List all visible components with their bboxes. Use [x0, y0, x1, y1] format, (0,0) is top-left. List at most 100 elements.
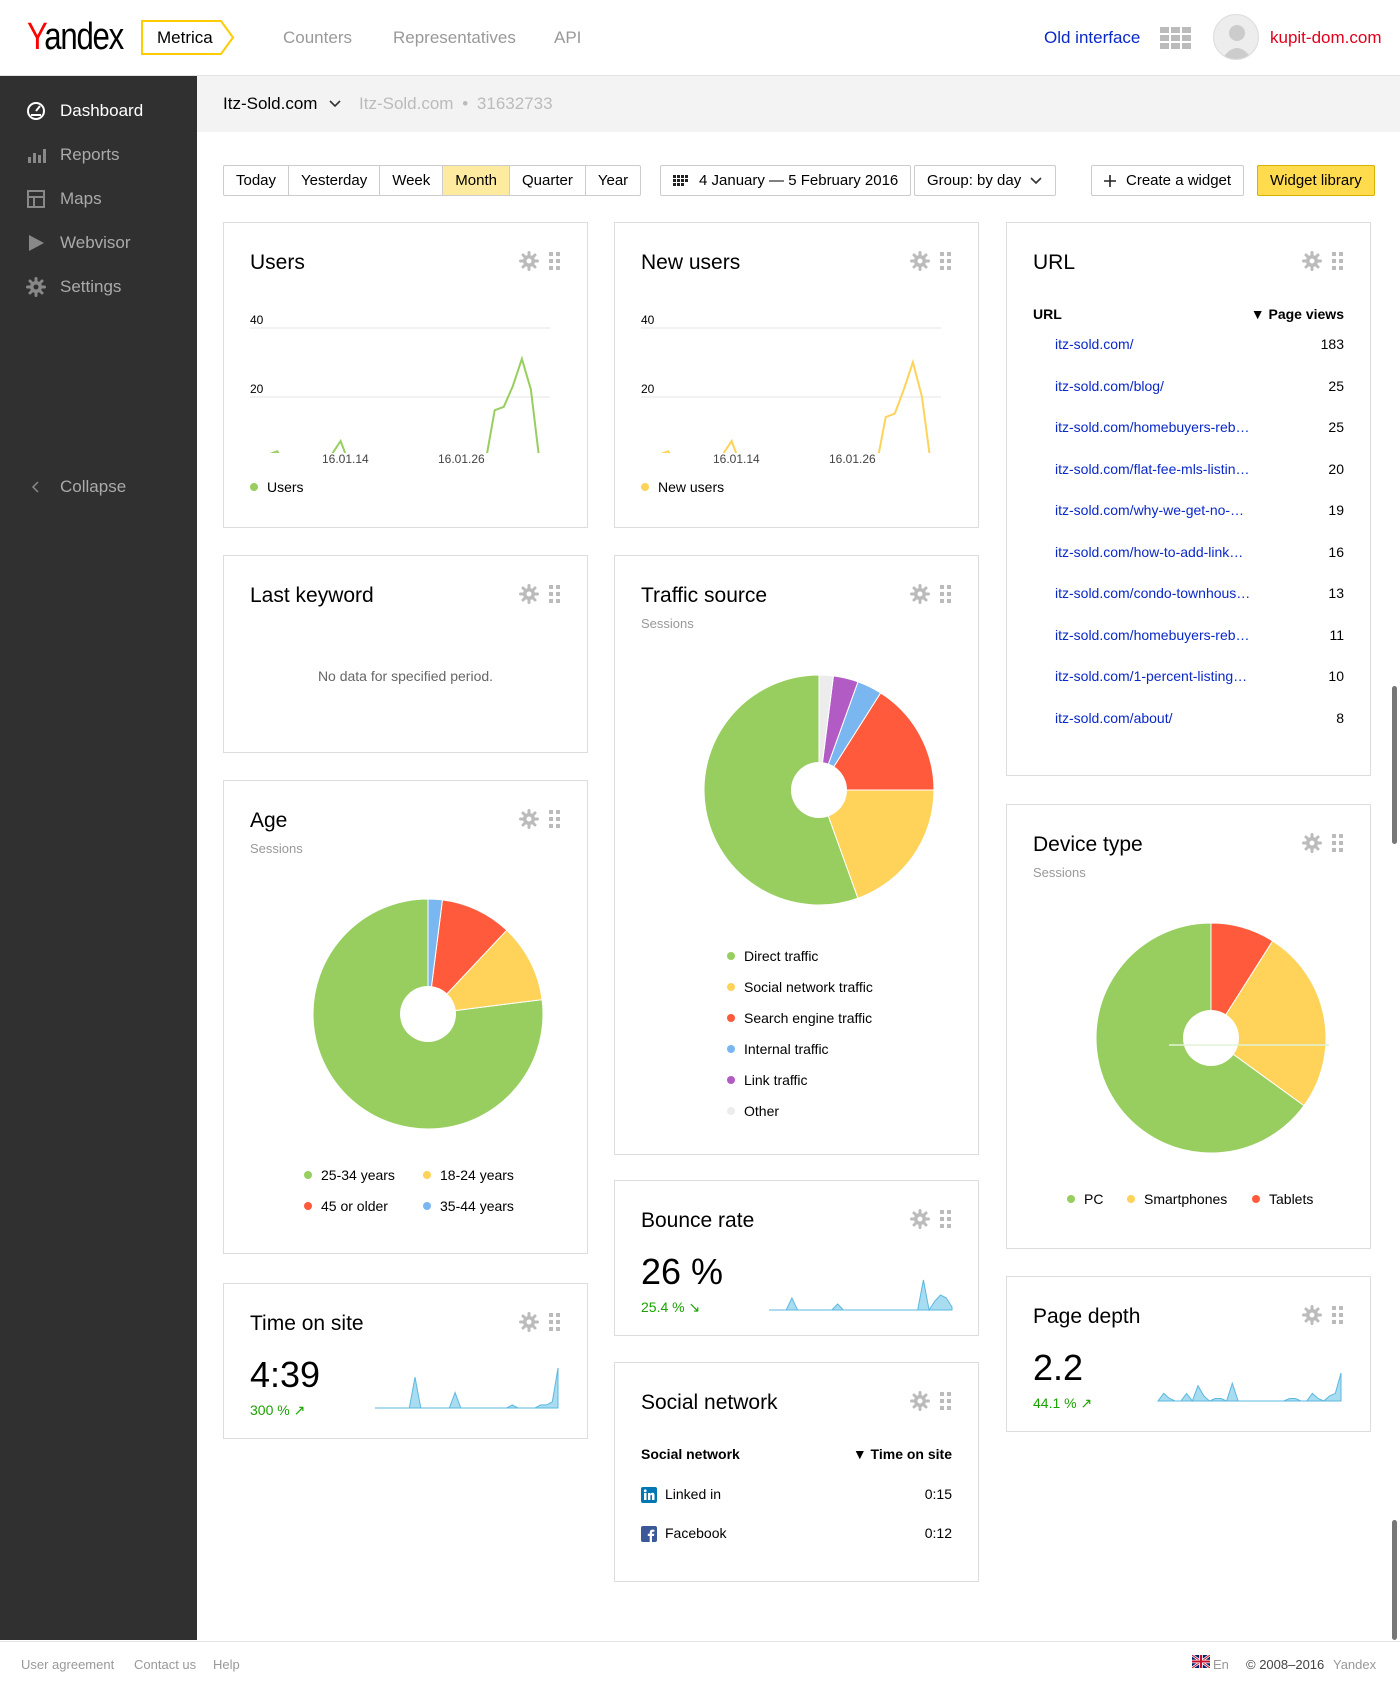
- column-header-url[interactable]: URL: [1033, 306, 1062, 322]
- gear-icon[interactable]: [519, 584, 539, 609]
- table-row[interactable]: Facebook 0:12: [641, 1524, 952, 1544]
- scrollbar-thumb[interactable]: [1392, 1520, 1397, 1640]
- gear-icon[interactable]: [910, 584, 930, 609]
- apps-grid-icon[interactable]: [1160, 27, 1192, 54]
- legend-item[interactable]: 45 or older: [304, 1198, 388, 1214]
- nav-representatives[interactable]: Representatives: [393, 28, 516, 47]
- legend-item[interactable]: Smartphones: [1127, 1191, 1227, 1207]
- table-row[interactable]: itz-sold.com/why-we-get-no-… 19: [1055, 502, 1344, 522]
- gear-icon[interactable]: [910, 1209, 930, 1234]
- drag-handle-icon[interactable]: [549, 810, 561, 833]
- table-row[interactable]: Linked in 0:15: [641, 1485, 952, 1505]
- column-header-social-network[interactable]: Social network: [641, 1446, 740, 1462]
- url-link[interactable]: itz-sold.com/why-we-get-no-…: [1055, 502, 1245, 518]
- metrica-badge[interactable]: Metrica: [141, 20, 235, 55]
- table-row[interactable]: itz-sold.com/how-to-add-link… 16: [1055, 544, 1344, 564]
- legend-item[interactable]: Link traffic: [727, 1072, 808, 1088]
- date-range-picker[interactable]: 4 January — 5 February 2016: [660, 165, 912, 196]
- gear-icon[interactable]: [910, 1391, 930, 1416]
- collapse-button[interactable]: Collapse: [26, 474, 126, 500]
- url-link[interactable]: itz-sold.com/flat-fee-mls-listin…: [1055, 460, 1250, 477]
- sidebar-item-reports[interactable]: Reports: [26, 142, 120, 168]
- pie-slice[interactable]: [1210, 922, 1274, 1040]
- gear-icon[interactable]: [1302, 251, 1322, 276]
- pie-slice[interactable]: [818, 674, 834, 791]
- nav-api[interactable]: API: [554, 28, 582, 47]
- language-switch[interactable]: En: [1213, 1657, 1229, 1672]
- footer-link-contact-us[interactable]: Contact us: [134, 1657, 197, 1672]
- url-link[interactable]: itz-sold.com/1-percent-listing…: [1055, 668, 1248, 684]
- table-row[interactable]: itz-sold.com/homebuyers-reb… 25: [1055, 419, 1344, 439]
- table-row[interactable]: itz-sold.com/condo-townhous… 13: [1055, 585, 1344, 605]
- sidebar-item-settings[interactable]: Settings: [26, 274, 121, 300]
- legend-item[interactable]: PC: [1067, 1191, 1103, 1207]
- url-link[interactable]: itz-sold.com/how-to-add-link…: [1055, 543, 1244, 560]
- counter-selector[interactable]: Itz-Sold.com: [223, 94, 342, 114]
- legend-item[interactable]: Other: [727, 1103, 779, 1119]
- legend-item[interactable]: 18-24 years: [423, 1167, 514, 1183]
- drag-handle-icon[interactable]: [940, 585, 952, 608]
- drag-handle-icon[interactable]: [940, 1392, 952, 1415]
- drag-handle-icon[interactable]: [549, 1313, 561, 1336]
- period-year[interactable]: Year: [597, 172, 629, 189]
- url-link[interactable]: itz-sold.com/condo-townhous…: [1055, 585, 1251, 601]
- pie-slice[interactable]: [427, 899, 508, 1016]
- gear-icon[interactable]: [519, 809, 539, 834]
- scrollbar-thumb[interactable]: [1392, 686, 1397, 844]
- yandex-logo[interactable]: Yandex: [27, 16, 124, 58]
- url-link[interactable]: itz-sold.com/blog/: [1055, 377, 1164, 394]
- url-link[interactable]: itz-sold.com/: [1055, 336, 1134, 352]
- table-row[interactable]: itz-sold.com/about/8: [1055, 710, 1344, 730]
- widget-library-button[interactable]: Widget library: [1257, 165, 1375, 196]
- footer-link-user-agreement[interactable]: User agreement: [21, 1657, 115, 1672]
- sidebar-item-maps[interactable]: Maps: [26, 186, 102, 212]
- drag-handle-icon[interactable]: [549, 252, 561, 275]
- uk-flag-icon[interactable]: [1191, 1653, 1211, 1671]
- user-avatar-icon[interactable]: [1213, 14, 1259, 60]
- group-by-select[interactable]: Group: by day: [914, 165, 1057, 196]
- legend-item[interactable]: Tablets: [1252, 1191, 1313, 1207]
- drag-handle-icon[interactable]: [940, 1210, 952, 1233]
- account-name[interactable]: kupit-dom.com: [1270, 28, 1382, 47]
- period-week[interactable]: Week: [380, 166, 444, 195]
- column-header-page-views[interactable]: ▼ Page views: [1250, 306, 1344, 322]
- legend-item[interactable]: Search engine traffic: [727, 1010, 872, 1026]
- drag-handle-icon[interactable]: [1332, 252, 1344, 275]
- period-month[interactable]: Month: [443, 166, 510, 195]
- pie-slice[interactable]: [818, 692, 935, 791]
- table-row[interactable]: itz-sold.com/183: [1055, 336, 1344, 356]
- legend-item[interactable]: Social network traffic: [727, 979, 873, 995]
- pie-slice[interactable]: [818, 789, 935, 899]
- sidebar-item-dashboard[interactable]: Dashboard: [26, 98, 143, 124]
- gear-icon[interactable]: [1302, 1305, 1322, 1330]
- footer-link-help[interactable]: Help: [213, 1657, 240, 1672]
- legend-item[interactable]: Internal traffic: [727, 1041, 829, 1057]
- create-widget-button[interactable]: Create a widget: [1091, 165, 1245, 196]
- url-link[interactable]: itz-sold.com/about/: [1055, 709, 1173, 726]
- table-row[interactable]: itz-sold.com/1-percent-listing… 10: [1055, 668, 1344, 688]
- legend-item[interactable]: 35-44 years: [423, 1198, 514, 1214]
- nav-counters[interactable]: Counters: [283, 28, 352, 47]
- gear-icon[interactable]: [519, 1312, 539, 1337]
- drag-handle-icon[interactable]: [549, 585, 561, 608]
- old-interface-link[interactable]: Old interface: [1044, 28, 1141, 47]
- period-yesterday[interactable]: Yesterday: [289, 166, 381, 195]
- pie-slice[interactable]: [426, 929, 543, 1015]
- period-today[interactable]: Today: [224, 166, 290, 195]
- table-row[interactable]: itz-sold.com/blog/25: [1055, 378, 1344, 398]
- gear-icon[interactable]: [910, 251, 930, 276]
- url-link[interactable]: itz-sold.com/homebuyers-reb…: [1055, 626, 1250, 643]
- pie-slice[interactable]: [1210, 940, 1327, 1107]
- period-quarter[interactable]: Quarter: [510, 166, 586, 195]
- legend-item[interactable]: Direct traffic: [727, 948, 818, 964]
- gear-icon[interactable]: [1302, 833, 1322, 858]
- url-link[interactable]: itz-sold.com/homebuyers-reb…: [1055, 419, 1250, 435]
- drag-handle-icon[interactable]: [940, 252, 952, 275]
- pie-slice[interactable]: [703, 674, 859, 906]
- drag-handle-icon[interactable]: [1332, 834, 1344, 857]
- drag-handle-icon[interactable]: [1332, 1306, 1344, 1329]
- gear-icon[interactable]: [519, 251, 539, 276]
- sidebar-item-webvisor[interactable]: Webvisor: [26, 230, 131, 256]
- legend-item[interactable]: 25-34 years: [304, 1167, 395, 1183]
- table-row[interactable]: itz-sold.com/homebuyers-reb… 11: [1055, 627, 1344, 647]
